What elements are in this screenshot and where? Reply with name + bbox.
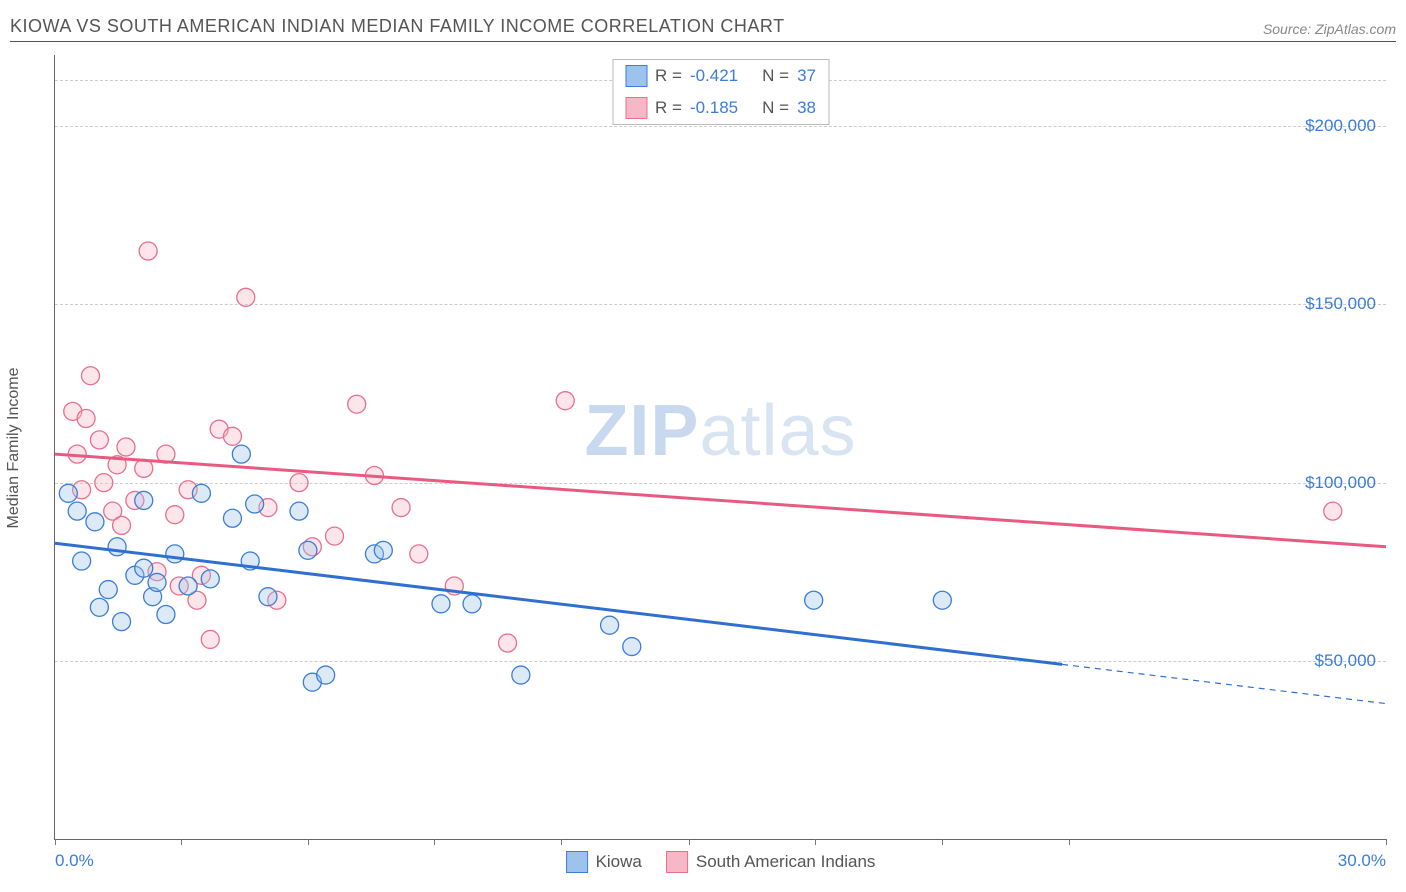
x-tick: [434, 839, 435, 845]
n-label: N =: [762, 66, 789, 86]
data-point: [348, 395, 366, 413]
x-axis-max-label: 30.0%: [1338, 851, 1386, 871]
data-point: [246, 495, 264, 513]
data-point: [90, 431, 108, 449]
data-point: [290, 502, 308, 520]
data-point: [317, 666, 335, 684]
data-point: [68, 502, 86, 520]
data-point: [166, 506, 184, 524]
legend-label: Kiowa: [596, 852, 642, 872]
data-point: [73, 552, 91, 570]
chart-title: KIOWA VS SOUTH AMERICAN INDIAN MEDIAN FA…: [10, 16, 785, 37]
n-value-sai: 38: [797, 98, 816, 118]
header-bar: KIOWA VS SOUTH AMERICAN INDIAN MEDIAN FA…: [10, 12, 1396, 42]
r-value-kiowa: -0.421: [690, 66, 738, 86]
x-tick: [308, 839, 309, 845]
x-tick: [689, 839, 690, 845]
data-point: [135, 491, 153, 509]
data-point: [232, 445, 250, 463]
legend-item-sai: South American Indians: [666, 851, 876, 873]
r-label: R =: [655, 66, 682, 86]
scatter-svg: [55, 55, 1386, 839]
n-value-kiowa: 37: [797, 66, 816, 86]
swatch-sai: [666, 851, 688, 873]
data-point: [113, 516, 131, 534]
data-point: [201, 570, 219, 588]
data-point: [299, 541, 317, 559]
data-point: [223, 509, 241, 527]
data-point: [157, 605, 175, 623]
data-point: [166, 545, 184, 563]
plot-region: ZIPatlas $50,000$100,000$150,000$200,000…: [54, 55, 1386, 840]
data-point: [463, 595, 481, 613]
data-point: [95, 474, 113, 492]
r-label: R =: [655, 98, 682, 118]
data-point: [223, 427, 241, 445]
x-tick: [1069, 839, 1070, 845]
source-attribution: Source: ZipAtlas.com: [1263, 21, 1396, 37]
swatch-kiowa: [566, 851, 588, 873]
data-point: [135, 559, 153, 577]
data-point: [601, 616, 619, 634]
data-point: [499, 634, 517, 652]
data-point: [237, 288, 255, 306]
x-axis-min-label: 0.0%: [55, 851, 94, 871]
data-point: [623, 638, 641, 656]
data-point: [113, 613, 131, 631]
data-point: [805, 591, 823, 609]
correlation-legend-row: R = -0.421 N = 37: [613, 60, 828, 92]
data-point: [259, 588, 277, 606]
data-point: [512, 666, 530, 684]
x-tick: [942, 839, 943, 845]
x-tick: [561, 839, 562, 845]
data-point: [179, 577, 197, 595]
data-point: [81, 367, 99, 385]
data-point: [290, 474, 308, 492]
x-tick: [181, 839, 182, 845]
data-point: [392, 499, 410, 517]
r-value-sai: -0.185: [690, 98, 738, 118]
data-point: [326, 527, 344, 545]
data-point: [192, 484, 210, 502]
data-point: [77, 409, 95, 427]
correlation-legend: R = -0.421 N = 37 R = -0.185 N = 38: [612, 59, 829, 125]
data-point: [556, 392, 574, 410]
x-tick: [1386, 839, 1387, 845]
y-axis-label: Median Family Income: [5, 367, 23, 528]
data-point: [139, 242, 157, 260]
data-point: [108, 538, 126, 556]
trend-line-extrapolated: [1062, 664, 1386, 703]
data-point: [432, 595, 450, 613]
correlation-legend-row: R = -0.185 N = 38: [613, 92, 828, 124]
data-point: [410, 545, 428, 563]
data-point: [59, 484, 77, 502]
x-tick: [55, 839, 56, 845]
data-point: [148, 573, 166, 591]
chart-area: Median Family Income ZIPatlas $50,000$10…: [54, 55, 1386, 840]
n-label: N =: [762, 98, 789, 118]
legend-item-kiowa: Kiowa: [566, 851, 642, 873]
legend-label: South American Indians: [696, 852, 876, 872]
data-point: [933, 591, 951, 609]
data-point: [1324, 502, 1342, 520]
data-point: [90, 598, 108, 616]
data-point: [374, 541, 392, 559]
swatch-sai: [625, 97, 647, 119]
data-point: [86, 513, 104, 531]
x-tick: [815, 839, 816, 845]
swatch-kiowa: [625, 65, 647, 87]
data-point: [99, 581, 117, 599]
data-point: [201, 630, 219, 648]
data-point: [117, 438, 135, 456]
series-legend: Kiowa South American Indians: [566, 851, 876, 873]
